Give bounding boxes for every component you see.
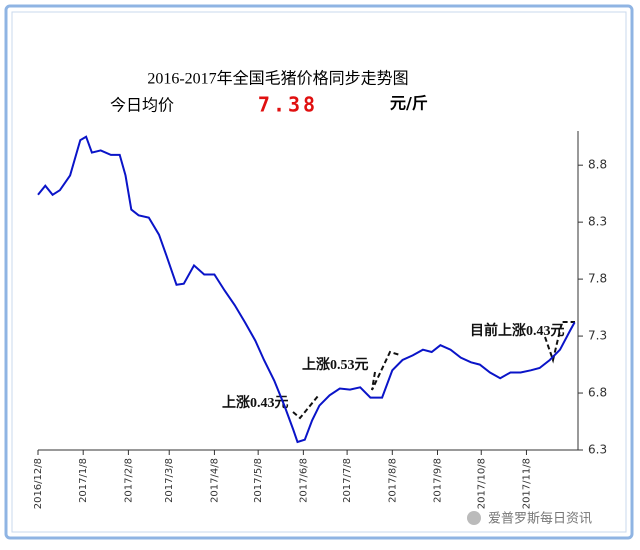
price-label: 今日均价 bbox=[110, 96, 174, 115]
x-tick-label: 2017/11/8 bbox=[521, 458, 532, 509]
annotation: 上涨0.53元 bbox=[302, 357, 369, 373]
y-tick-label: 8.3 bbox=[588, 215, 607, 229]
x-tick-label: 2017/8/8 bbox=[387, 458, 398, 503]
y-tick-label: 7.8 bbox=[588, 272, 607, 286]
price-line bbox=[37, 135, 576, 444]
x-tick-label: 2017/10/8 bbox=[476, 458, 487, 509]
x-tick-label: 2017/6/8 bbox=[298, 458, 309, 503]
watermark-icon bbox=[467, 511, 481, 525]
x-tick-label: 2017/5/8 bbox=[253, 458, 264, 503]
x-tick-label: 2016/12/8 bbox=[33, 458, 44, 509]
chart-title: 2016-2017年全国毛猪价格同步走势图 bbox=[147, 70, 408, 88]
price-unit: 元/斤 bbox=[390, 94, 428, 113]
x-tick-label: 2017/2/8 bbox=[123, 458, 134, 503]
dashed-guide bbox=[544, 321, 575, 364]
x-tick-label: 2017/7/8 bbox=[342, 458, 353, 503]
y-tick-label: 6.8 bbox=[588, 386, 607, 400]
annotation: 目前上涨0.43元 bbox=[470, 322, 565, 339]
price: 7.38 bbox=[258, 93, 318, 117]
annotation: 上涨0.43元 bbox=[222, 395, 289, 411]
inner-frame bbox=[11, 11, 627, 533]
x-tick-label: 2017/3/8 bbox=[164, 458, 175, 503]
x-tick-label: 2017/1/8 bbox=[78, 458, 89, 503]
y-tick-label: 7.3 bbox=[588, 329, 607, 343]
y-tick-label: 8.8 bbox=[588, 158, 607, 172]
dashed-guide bbox=[292, 395, 319, 420]
watermark: 爱普罗斯每日资讯 bbox=[488, 511, 592, 527]
dashed-guide bbox=[371, 350, 401, 391]
frame bbox=[4, 4, 634, 540]
x-tick-label: 2017/4/8 bbox=[209, 458, 220, 503]
x-tick-label: 2017/9/8 bbox=[433, 458, 444, 503]
y-tick-label: 6.3 bbox=[588, 443, 607, 457]
